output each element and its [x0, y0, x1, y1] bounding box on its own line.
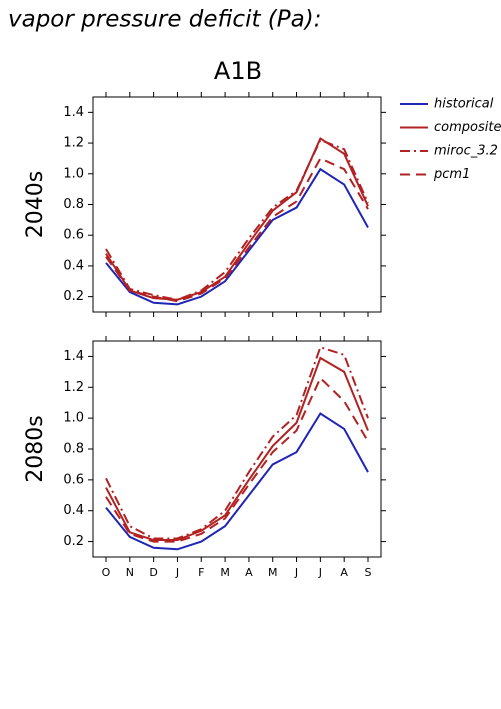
x-tick-label: D: [149, 566, 157, 579]
x-tick-label: J: [175, 566, 179, 579]
y-tick-label: 1.4: [63, 349, 84, 364]
x-tick-label: N: [126, 566, 134, 579]
y-tick-label: 0.8: [63, 197, 84, 212]
x-tick-label: O: [102, 566, 111, 579]
x-tick-label: J: [318, 566, 322, 579]
y-tick-label: 1.0: [63, 411, 84, 426]
series-line: [105, 167, 369, 306]
y-tick-label: 0.6: [63, 472, 84, 487]
scenario-title: A1B: [214, 57, 262, 85]
x-tick-label: F: [198, 566, 204, 579]
y-tick-label: 0.2: [63, 289, 84, 304]
x-tick-label: M: [268, 566, 278, 579]
series-line: [105, 138, 369, 301]
series-line: [105, 345, 369, 540]
series-line: [105, 356, 369, 542]
y-tick-label: 1.0: [63, 166, 84, 181]
y-tick-label: 0.6: [63, 228, 84, 243]
row-label: 2040s: [23, 171, 48, 238]
legend-label: pcm1: [433, 167, 470, 182]
x-tick-label: J: [294, 566, 298, 579]
series-line: [105, 157, 369, 303]
legend-label: historical: [434, 97, 494, 112]
x-tick-label: S: [365, 566, 372, 579]
x-tick-label: A: [245, 566, 253, 579]
x-tick-label: M: [220, 566, 230, 579]
y-tick-label: 1.4: [63, 105, 84, 120]
y-tick-label: 1.2: [63, 136, 84, 151]
y-tick-label: 1.2: [63, 380, 84, 395]
legend-label: composite: [434, 120, 501, 135]
y-tick-label: 0.8: [63, 442, 84, 457]
legend-label: miroc_3.2: [434, 144, 498, 159]
page-title: vapor pressure deficit (Pa):: [8, 7, 321, 33]
row-label: 2080s: [23, 415, 48, 482]
series-line: [105, 376, 369, 543]
series-line: [105, 412, 369, 551]
y-tick-label: 0.4: [63, 503, 84, 518]
y-tick-label: 0.4: [63, 258, 84, 273]
y-tick-label: 0.2: [63, 534, 84, 549]
x-tick-label: A: [340, 566, 348, 579]
